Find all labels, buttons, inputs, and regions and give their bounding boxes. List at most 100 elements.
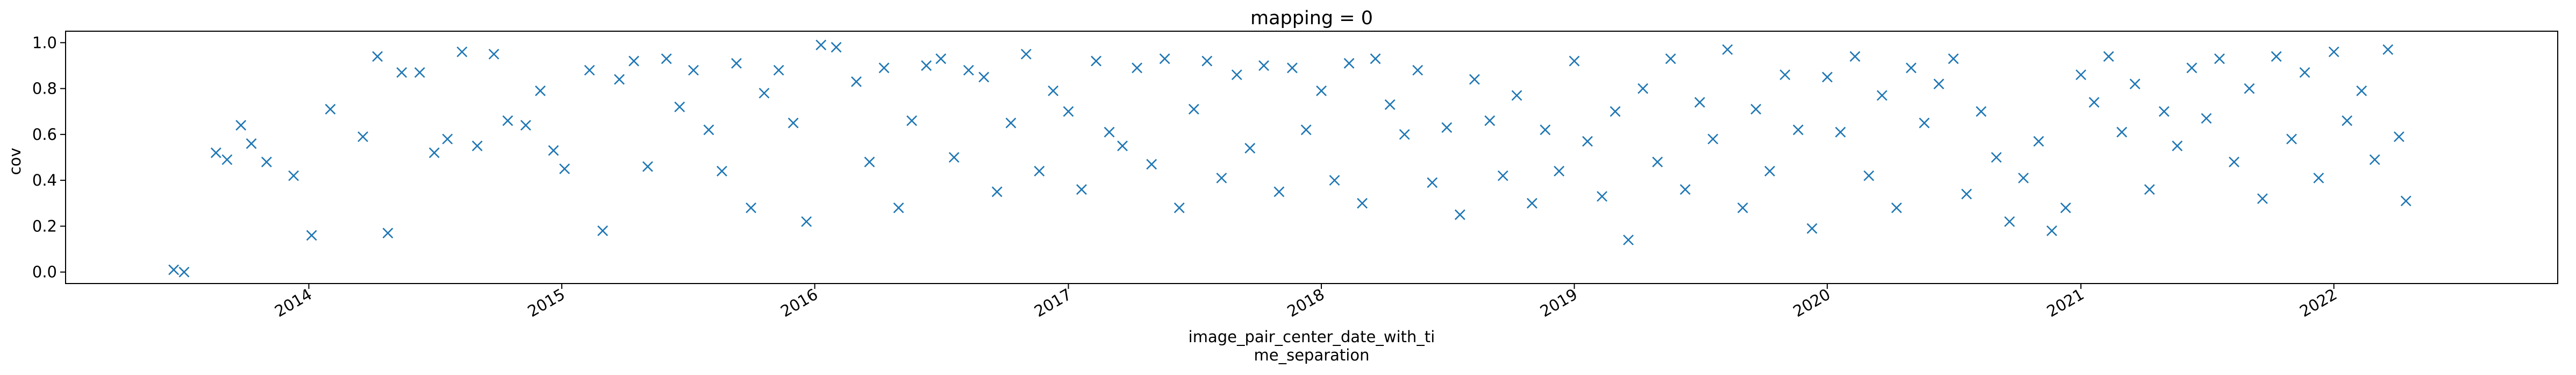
data-point	[1540, 124, 1551, 136]
data-point	[864, 157, 875, 167]
plot-frame	[65, 31, 2558, 284]
data-point	[2018, 172, 2029, 183]
data-point	[1863, 170, 1874, 181]
data-point	[2116, 126, 2128, 138]
data-point	[1764, 166, 1776, 177]
data-point	[2286, 133, 2297, 145]
y-axis-label: cov	[6, 148, 24, 175]
data-point	[2356, 85, 2367, 96]
data-point	[488, 48, 499, 60]
data-point	[935, 53, 947, 65]
data-point	[1020, 48, 1032, 60]
x-tick-label: 2021	[2044, 285, 2087, 321]
data-point	[178, 266, 190, 278]
data-point	[948, 152, 960, 163]
data-point	[520, 119, 531, 131]
data-point	[2271, 51, 2282, 62]
data-point	[2257, 193, 2268, 204]
data-point	[306, 230, 317, 241]
data-point	[1076, 184, 1087, 195]
data-point	[221, 154, 233, 165]
data-point	[1933, 79, 1944, 89]
data-point	[1849, 51, 1861, 62]
data-point	[1906, 62, 1917, 74]
data-point	[963, 65, 974, 76]
data-point	[2144, 184, 2155, 195]
data-point	[2172, 140, 2183, 152]
data-point	[1300, 124, 1312, 136]
data-point	[1582, 136, 1593, 147]
data-point	[2369, 154, 2380, 165]
data-point	[1231, 69, 1242, 80]
data-point	[1469, 74, 1480, 85]
data-point	[1948, 53, 1959, 65]
data-point	[1384, 99, 1396, 110]
data-point	[1707, 133, 1719, 145]
data-point	[1722, 44, 1733, 55]
x-axis-label-line-1: image_pair_center_date_with_ti	[1189, 328, 1435, 346]
data-point	[1554, 166, 1565, 177]
data-point	[2382, 44, 2394, 55]
data-point	[2201, 113, 2212, 124]
data-point	[584, 65, 595, 76]
y-tick-label: 0.2	[32, 217, 57, 235]
data-point	[168, 264, 180, 275]
data-point	[2393, 131, 2405, 143]
data-point	[1412, 65, 1423, 76]
data-point	[396, 67, 407, 78]
data-point	[1454, 209, 1465, 221]
y-axis: 0.0 0.2 0.4 0.6 0.8 1.0	[32, 33, 66, 281]
data-point	[1357, 197, 1368, 209]
data-point	[1737, 202, 1748, 214]
data-point	[642, 161, 653, 172]
data-point	[851, 76, 862, 87]
data-point	[1694, 97, 1705, 108]
data-point	[471, 140, 483, 152]
data-point	[1665, 53, 1676, 65]
data-point	[535, 85, 546, 96]
data-point	[597, 225, 609, 236]
data-point	[1806, 223, 1817, 234]
data-point	[731, 58, 742, 69]
data-point	[614, 74, 625, 85]
data-point	[559, 163, 570, 174]
data-point	[1343, 58, 1355, 69]
data-point	[1891, 202, 1902, 214]
data-point	[548, 145, 559, 156]
data-point	[1273, 186, 1285, 197]
data-point	[210, 147, 221, 158]
data-point	[1188, 104, 1199, 115]
data-point	[372, 51, 383, 62]
data-point	[2299, 67, 2310, 78]
data-point	[893, 202, 904, 214]
data-point	[1258, 60, 1269, 71]
data-point	[1048, 85, 1059, 96]
data-point	[1399, 129, 1410, 140]
data-point	[1652, 157, 1663, 167]
data-point	[2088, 97, 2100, 108]
data-point	[1597, 191, 1608, 202]
data-point	[1623, 235, 1634, 245]
data-point	[1750, 104, 1762, 115]
chart-title: mapping = 0	[1250, 8, 1373, 29]
data-point	[2046, 225, 2057, 236]
data-point	[502, 115, 513, 126]
data-point	[746, 202, 756, 214]
data-point	[2400, 195, 2412, 207]
data-point	[1201, 55, 1213, 67]
data-point	[801, 216, 812, 227]
y-axis-title: cov	[6, 148, 24, 175]
data-point	[1370, 53, 1381, 65]
x-tick-label: 2017	[1031, 285, 1075, 321]
data-point	[2129, 79, 2141, 89]
data-point	[2244, 83, 2255, 94]
data-point	[235, 119, 247, 131]
y-tick-label: 0.0	[32, 263, 57, 281]
y-tick-label: 0.4	[32, 171, 57, 189]
data-point	[674, 101, 685, 112]
data-point	[1441, 122, 1452, 133]
data-point	[357, 131, 368, 143]
data-point	[878, 62, 890, 74]
data-point	[628, 55, 640, 67]
data-point	[1005, 117, 1017, 129]
